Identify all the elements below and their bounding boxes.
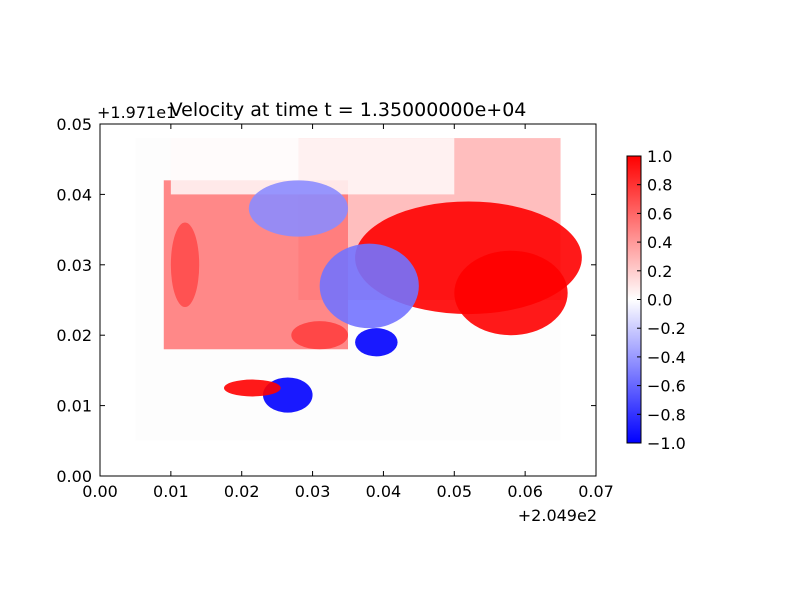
region-north-blue-patch <box>248 180 348 237</box>
plot-title: Velocity at time t = 1.35000000e+04 <box>170 99 527 121</box>
y-tick-label: 0.04 <box>56 185 92 204</box>
region-east-red-tail <box>454 250 568 336</box>
colorbar-tick-label: −0.6 <box>647 377 686 396</box>
y-tick-label: 0.05 <box>56 115 92 134</box>
colorbar-tick-label: −0.4 <box>647 348 686 367</box>
x-tick-label: 0.06 <box>507 482 543 501</box>
x-tick-label: 0.02 <box>224 482 260 501</box>
region-bay-entrance-blue <box>355 328 398 357</box>
x-tick-label: 0.07 <box>578 482 614 501</box>
colorbar-tick-label: 0.4 <box>647 233 672 252</box>
x-tick-label: 0.00 <box>82 482 118 501</box>
colorbar-tick-label: −1.0 <box>647 434 686 453</box>
axes-frame <box>99 123 597 477</box>
y-tick-label: 0.00 <box>56 467 92 486</box>
y-offset-label: +1.971e1 <box>97 103 176 122</box>
colorbar-tick-label: −0.2 <box>647 319 686 338</box>
y-tick-label: 0.02 <box>56 326 92 345</box>
colorbar-tick-label: 0.6 <box>647 204 672 223</box>
region-west-coast-red <box>170 222 200 308</box>
colorbar-tick-label: −0.8 <box>647 405 686 424</box>
velocity-field <box>135 138 582 441</box>
region-channel-red <box>291 321 348 350</box>
colorbar: 1.0 0.8 0.6 0.4 0.2 0.0 −0.2 −0.4 −0.6 −0.8 −1.0 <box>626 147 686 453</box>
y-tick-label: 0.01 <box>56 397 92 416</box>
y-tick-label: 0.03 <box>56 256 92 275</box>
x-tick-label: 0.04 <box>366 482 402 501</box>
colorbar-tick-label: 0.0 <box>647 291 672 310</box>
region-south-red-strip <box>224 379 281 397</box>
region-bay-blue-zone <box>319 243 419 329</box>
colorbar-tick-label: 0.2 <box>647 262 672 281</box>
x-offset-label: +2.049e2 <box>518 506 597 525</box>
x-tick-label: 0.01 <box>153 482 189 501</box>
x-tick-label: 0.03 <box>295 482 331 501</box>
axis-ticks: 0.00 0.01 0.02 0.03 0.04 0.05 0.06 0.07 0.00 0.01… <box>56 115 613 501</box>
colorbar-tick-label: 0.8 <box>647 176 672 195</box>
x-tick-label: 0.05 <box>436 482 472 501</box>
colorbar-tick-label: 1.0 <box>647 147 672 166</box>
